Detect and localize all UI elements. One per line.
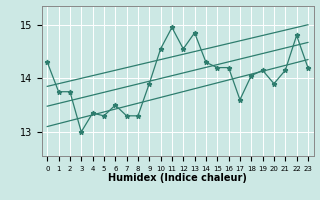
X-axis label: Humidex (Indice chaleur): Humidex (Indice chaleur) [108,173,247,183]
